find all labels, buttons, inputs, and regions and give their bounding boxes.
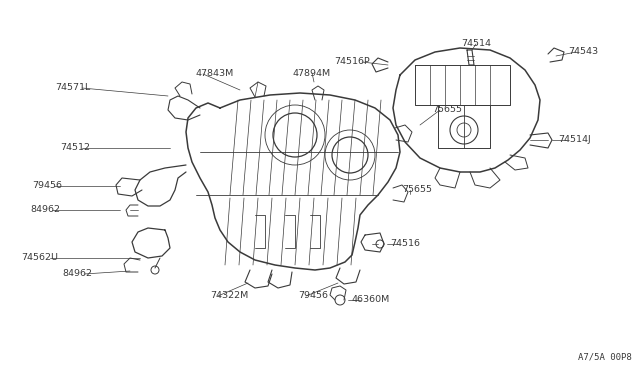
Text: 84962: 84962 xyxy=(30,205,60,215)
Text: 79456: 79456 xyxy=(298,292,328,301)
Text: 79456: 79456 xyxy=(32,182,62,190)
Text: 46360M: 46360M xyxy=(352,295,390,305)
Text: A7/5A 00P8: A7/5A 00P8 xyxy=(579,353,632,362)
Text: 75655: 75655 xyxy=(432,106,462,115)
Text: 47843M: 47843M xyxy=(195,70,233,78)
Text: 74562U: 74562U xyxy=(21,253,58,263)
Text: 74516P: 74516P xyxy=(334,58,370,67)
Text: 74514J: 74514J xyxy=(558,135,591,144)
Text: 47894M: 47894M xyxy=(293,68,331,77)
Text: 75655: 75655 xyxy=(402,186,432,195)
Text: 74322M: 74322M xyxy=(210,292,248,301)
Text: 84962: 84962 xyxy=(62,269,92,279)
Text: 74571L: 74571L xyxy=(55,83,90,93)
Text: 74543: 74543 xyxy=(568,48,598,57)
Text: 74512: 74512 xyxy=(60,144,90,153)
Text: 74514: 74514 xyxy=(461,39,491,48)
Text: 74516: 74516 xyxy=(390,240,420,248)
